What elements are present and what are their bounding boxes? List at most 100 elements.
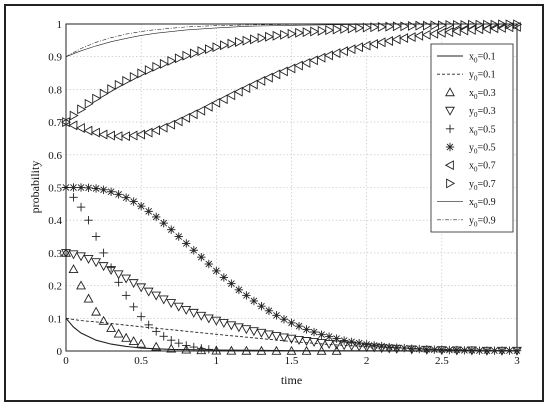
data-point xyxy=(204,345,214,354)
data-point xyxy=(248,79,258,90)
data-point xyxy=(271,332,282,342)
data-point xyxy=(369,38,378,49)
data-point xyxy=(128,279,139,289)
data-point xyxy=(182,341,191,350)
legend-swatch xyxy=(445,142,455,152)
data-point xyxy=(196,345,207,355)
data-point xyxy=(197,252,206,262)
data-point xyxy=(144,65,154,76)
data-point xyxy=(152,327,161,336)
data-point xyxy=(452,345,462,355)
data-point xyxy=(188,308,199,318)
data-point xyxy=(92,93,102,104)
data-point xyxy=(136,283,147,293)
data-point xyxy=(197,46,207,57)
data-point xyxy=(76,252,86,262)
data-point xyxy=(302,325,311,334)
data-point xyxy=(257,33,267,44)
data-point xyxy=(196,105,206,116)
data-point xyxy=(77,104,87,115)
data-point xyxy=(414,30,424,41)
y-tick-label: 0.9 xyxy=(48,52,62,64)
data-point xyxy=(294,336,304,346)
data-point xyxy=(90,127,100,138)
data-point xyxy=(76,280,86,290)
data-point xyxy=(338,46,348,57)
data-point xyxy=(114,190,123,199)
data-point xyxy=(347,23,357,34)
data-point xyxy=(226,321,237,331)
legend-swatch xyxy=(446,178,456,189)
data-point xyxy=(361,40,371,51)
data-point xyxy=(68,264,79,274)
data-point xyxy=(430,345,439,354)
data-point xyxy=(91,232,101,241)
data-point xyxy=(106,263,116,272)
data-point xyxy=(287,28,297,39)
data-point xyxy=(166,119,176,130)
data-point xyxy=(370,22,380,33)
data-point xyxy=(438,20,447,31)
data-point xyxy=(173,302,184,312)
data-point xyxy=(317,330,326,339)
x-tick-label: 0.5 xyxy=(134,355,148,367)
data-point xyxy=(121,274,132,284)
legend-entry: y0=0.9 xyxy=(437,215,496,228)
data-point xyxy=(444,27,454,38)
data-point xyxy=(279,333,289,343)
data-point xyxy=(430,20,440,31)
data-point xyxy=(91,184,101,193)
data-point xyxy=(279,315,289,324)
data-point xyxy=(459,25,469,36)
data-point xyxy=(189,342,198,352)
data-point xyxy=(293,60,303,71)
y-tick-label: 0.6 xyxy=(48,150,62,162)
data-point xyxy=(69,110,79,121)
data-point xyxy=(121,332,132,342)
data-point xyxy=(309,338,320,347)
data-point xyxy=(105,130,115,141)
data-point xyxy=(68,120,78,131)
data-point xyxy=(129,197,138,206)
legend-label: y0=0.5 xyxy=(469,143,496,156)
data-point xyxy=(106,322,117,332)
data-point xyxy=(415,20,425,31)
data-point xyxy=(362,22,372,33)
data-point xyxy=(84,183,93,193)
data-point xyxy=(136,312,146,321)
data-point xyxy=(437,345,447,354)
data-point xyxy=(136,201,146,211)
y-tick-label: 1 xyxy=(57,19,63,31)
data-point xyxy=(355,22,365,33)
data-point xyxy=(211,97,221,108)
legend-label: y0=0.7 xyxy=(469,179,496,192)
data-point xyxy=(362,340,371,349)
data-point xyxy=(212,42,222,53)
data-point xyxy=(98,315,109,325)
data-point xyxy=(76,202,86,212)
legend-swatch xyxy=(445,124,455,133)
data-point xyxy=(91,258,102,268)
data-point xyxy=(211,316,222,326)
data-point xyxy=(316,52,326,63)
data-point xyxy=(399,33,409,44)
data-point xyxy=(392,343,401,352)
data-point xyxy=(453,20,462,30)
data-point xyxy=(392,21,402,32)
data-point xyxy=(422,345,431,354)
data-point xyxy=(158,122,168,133)
data-point xyxy=(263,72,273,83)
series-layer xyxy=(60,19,523,356)
data-point xyxy=(496,22,506,33)
data-point xyxy=(144,320,153,330)
legend-entry: y0=0.5 xyxy=(445,142,496,156)
data-point xyxy=(99,88,109,99)
data-point xyxy=(151,125,161,136)
data-point xyxy=(144,207,153,216)
data-point xyxy=(421,29,431,40)
data-point xyxy=(83,254,94,264)
data-point xyxy=(249,296,259,306)
data-point xyxy=(234,285,244,295)
data-point xyxy=(233,323,244,333)
